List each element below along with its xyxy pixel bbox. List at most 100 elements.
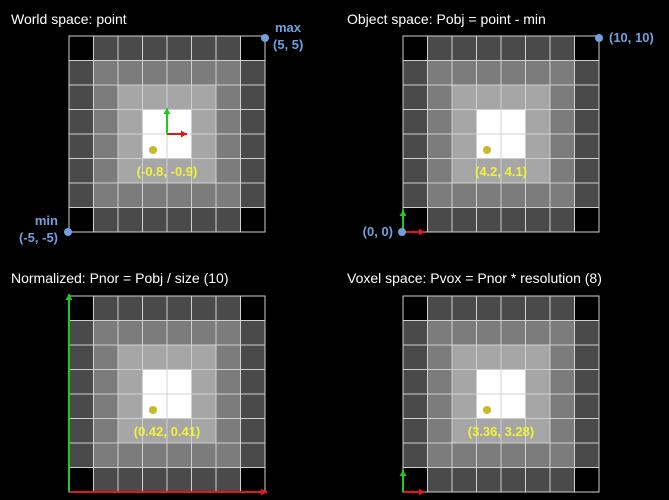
voxel-cell (93, 109, 119, 135)
voxel-cell (117, 295, 143, 321)
voxel-cell (93, 35, 119, 61)
voxel-cell (166, 207, 192, 233)
voxel-cell (191, 295, 217, 321)
voxel-cell (93, 60, 119, 86)
voxel-cell (68, 295, 94, 321)
panel-3: (3.36, 3.28) (399, 295, 600, 496)
voxel-cell (525, 182, 551, 208)
voxel-cell (525, 207, 551, 233)
voxel-cell (93, 295, 119, 321)
voxel-cell (476, 35, 502, 61)
voxel-cell (117, 133, 143, 159)
voxel-cell (93, 207, 119, 233)
voxel-cell (427, 467, 453, 493)
voxel-cell (402, 418, 428, 444)
max-value: (10, 10) (609, 30, 654, 45)
voxel-cell (500, 133, 526, 159)
voxel-cell (117, 84, 143, 110)
voxel-cell (93, 344, 119, 370)
voxel-cell (215, 133, 241, 159)
voxel-cell (549, 182, 575, 208)
voxel-cell (142, 84, 168, 110)
voxel-cell (402, 369, 428, 395)
voxel-cell (142, 207, 168, 233)
voxel-cell (215, 320, 241, 346)
panel-0: (-0.8, -0.9) max (5, 5) min (-5, -5) (19, 20, 303, 245)
voxel-cell (476, 60, 502, 86)
max-label: max (275, 20, 302, 35)
voxel-cell (500, 442, 526, 468)
voxel-cell (549, 133, 575, 159)
panel-2: (0.42, 0.41) (65, 294, 267, 496)
min-label: min (35, 213, 58, 228)
voxel-cell (93, 467, 119, 493)
voxel-cell (240, 442, 266, 468)
voxel-cell (117, 35, 143, 61)
voxel-cell (525, 442, 551, 468)
voxel-cell (402, 84, 428, 110)
voxel-cell (427, 133, 453, 159)
voxel-cell (191, 182, 217, 208)
voxel-cell (451, 442, 477, 468)
voxel-cell (402, 442, 428, 468)
voxel-cell (166, 442, 192, 468)
voxel-cell (549, 369, 575, 395)
voxel-cell (525, 35, 551, 61)
voxel-cell (549, 467, 575, 493)
voxel-cell (240, 369, 266, 395)
voxel-cell (500, 295, 526, 321)
voxel-cell (476, 442, 502, 468)
voxel-cell (427, 344, 453, 370)
voxel-cell (525, 133, 551, 159)
voxel-cell (68, 35, 94, 61)
voxel-cell (574, 109, 600, 135)
panel-title-normalized: Normalized: Pnor = Pobj / size (10) (11, 270, 229, 286)
voxel-cell (525, 467, 551, 493)
voxel-cell (93, 133, 119, 159)
voxel-cell (525, 393, 551, 419)
voxel-cell (451, 295, 477, 321)
voxel-cell (476, 320, 502, 346)
voxel-cell (476, 344, 502, 370)
voxel-cell (117, 393, 143, 419)
voxel-cell (191, 418, 217, 444)
voxel-cell (525, 84, 551, 110)
voxel-cell (574, 133, 600, 159)
voxel-cell (451, 393, 477, 419)
voxel-cell (549, 109, 575, 135)
voxel-cell (427, 158, 453, 184)
voxel-cell (93, 418, 119, 444)
voxel-cell (215, 207, 241, 233)
voxel-cell (68, 393, 94, 419)
voxel-cell (93, 442, 119, 468)
voxel-cell (476, 393, 502, 419)
voxel-cell (500, 344, 526, 370)
voxel-cell (525, 158, 551, 184)
voxel-cell (574, 418, 600, 444)
voxel-cell (476, 84, 502, 110)
voxel-cell (68, 182, 94, 208)
voxel-cell (549, 35, 575, 61)
voxel-cell (93, 393, 119, 419)
min-corner-dot (398, 228, 406, 236)
voxel-cell (549, 344, 575, 370)
voxel-cell (117, 442, 143, 468)
voxel-cell (402, 295, 428, 321)
voxel-cell (525, 369, 551, 395)
voxel-cell (191, 393, 217, 419)
voxel-cell (215, 442, 241, 468)
voxel-cell (451, 320, 477, 346)
voxel-cell (574, 207, 600, 233)
voxel-cell (240, 84, 266, 110)
voxel-cell (166, 84, 192, 110)
voxel-cell (166, 133, 192, 159)
voxel-cell (117, 320, 143, 346)
voxel-cell (500, 393, 526, 419)
voxel-cell (451, 133, 477, 159)
voxel-cell (525, 295, 551, 321)
voxel-cell (402, 60, 428, 86)
voxel-cell (427, 393, 453, 419)
voxel-cell (451, 60, 477, 86)
voxel-cell (142, 133, 168, 159)
